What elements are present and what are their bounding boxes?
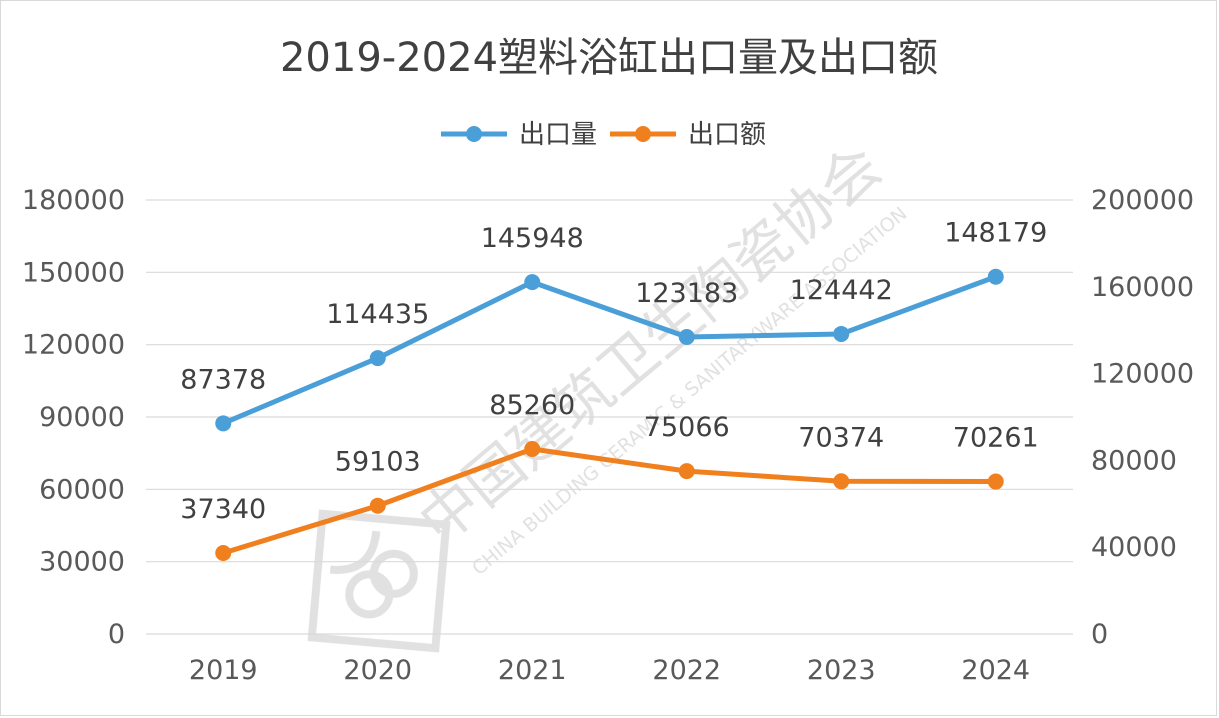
y-axis-left: 0 30000 60000 90000 120000 150000 180000 bbox=[22, 185, 125, 650]
data-point bbox=[524, 274, 541, 291]
data-label: 114435 bbox=[326, 299, 429, 330]
legend-label: 出口量 bbox=[519, 120, 597, 150]
y-left-tick-label: 30000 bbox=[39, 547, 125, 578]
y-left-tick-label: 90000 bbox=[39, 402, 125, 433]
data-label: 87378 bbox=[180, 364, 266, 395]
gridlines bbox=[146, 199, 1073, 635]
series-line bbox=[220, 274, 999, 426]
series-layer: 87378 114435 145948 123183 124442 148179 37340… bbox=[180, 218, 1047, 561]
data-point bbox=[987, 473, 1004, 490]
data-label: 145948 bbox=[481, 223, 584, 254]
data-label: 37340 bbox=[180, 494, 266, 525]
legend-item: 出口额 bbox=[610, 120, 766, 150]
x-tick-label: 2023 bbox=[807, 655, 876, 686]
y-left-tick-label: 0 bbox=[108, 619, 125, 650]
y-left-tick-label: 60000 bbox=[39, 474, 125, 505]
x-tick-label: 2022 bbox=[652, 655, 721, 686]
x-tick-label: 2019 bbox=[189, 655, 258, 686]
legend-marker bbox=[635, 126, 651, 142]
data-point bbox=[678, 328, 695, 345]
x-tick-label: 2020 bbox=[343, 655, 412, 686]
data-point bbox=[678, 463, 695, 480]
data-point bbox=[369, 350, 386, 367]
y-right-tick-label: 120000 bbox=[1091, 359, 1194, 390]
y-left-tick-label: 120000 bbox=[22, 330, 125, 361]
data-point bbox=[833, 473, 850, 490]
legend-marker bbox=[466, 126, 482, 142]
data-label: 75066 bbox=[644, 412, 730, 443]
watermark: 中国建筑卫生陶瓷协会 CHINA BUILDING CERAMIC & SANI… bbox=[307, 132, 911, 653]
data-label: 85260 bbox=[489, 390, 575, 421]
y-right-tick-label: 160000 bbox=[1091, 272, 1194, 303]
data-point bbox=[215, 415, 232, 432]
y-axis-right: 0 40000 80000 120000 160000 200000 bbox=[1091, 185, 1194, 650]
series-1: 87378 114435 145948 123183 124442 148179 bbox=[180, 218, 1047, 432]
legend-item: 出口量 bbox=[441, 120, 597, 150]
data-label: 70374 bbox=[798, 422, 884, 453]
data-label: 59103 bbox=[335, 447, 421, 478]
x-axis: 2019 2020 2021 2022 2023 2024 bbox=[189, 655, 1030, 686]
y-right-tick-label: 200000 bbox=[1091, 185, 1194, 216]
data-point bbox=[215, 544, 232, 561]
legend-label: 出口额 bbox=[688, 120, 766, 150]
x-tick-label: 2024 bbox=[961, 655, 1030, 686]
series-line bbox=[220, 446, 999, 556]
series-2: 37340 59103 85260 75066 70374 70261 bbox=[180, 390, 1039, 561]
data-point bbox=[524, 440, 541, 457]
y-left-tick-label: 150000 bbox=[22, 257, 125, 288]
y-right-tick-label: 0 bbox=[1091, 619, 1108, 650]
data-label: 123183 bbox=[635, 278, 738, 309]
x-tick-label: 2021 bbox=[498, 655, 567, 686]
y-left-tick-label: 180000 bbox=[22, 185, 125, 216]
y-right-tick-label: 80000 bbox=[1091, 445, 1177, 476]
legend: 出口量 出口额 bbox=[441, 120, 766, 150]
data-point bbox=[987, 268, 1004, 285]
data-label: 148179 bbox=[944, 218, 1047, 249]
data-label: 124442 bbox=[790, 275, 893, 306]
data-point bbox=[833, 325, 850, 342]
data-point bbox=[369, 497, 386, 514]
y-right-tick-label: 40000 bbox=[1091, 532, 1177, 563]
data-label: 70261 bbox=[953, 423, 1039, 454]
chart-title: 2019-2024塑料浴缸出口量及出口额 bbox=[280, 35, 938, 81]
